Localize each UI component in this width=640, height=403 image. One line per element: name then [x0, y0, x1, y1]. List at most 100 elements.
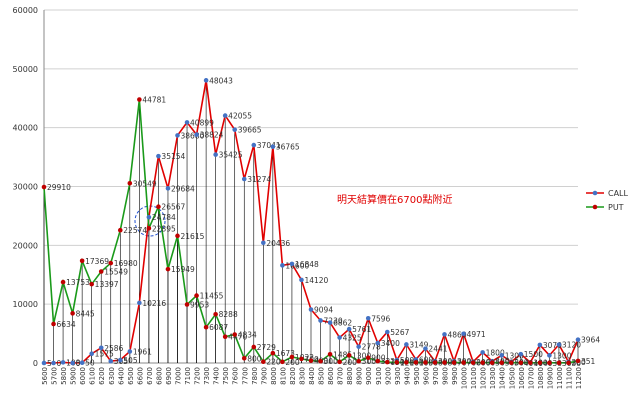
x-tick-label: 6900 [165, 367, 173, 385]
data-label: 4834 [238, 331, 257, 340]
x-tick-label: 9800 [442, 367, 450, 385]
data-label: 3149 [409, 340, 428, 349]
data-label: 24784 [152, 213, 176, 222]
x-tick-label: 10100 [470, 367, 478, 389]
data-label: 4325 [343, 334, 362, 343]
marker [299, 356, 304, 362]
marker [146, 214, 152, 220]
marker [194, 132, 199, 137]
marker [423, 360, 428, 365]
data-label: 16980 [114, 259, 138, 268]
data-label: 7230 [324, 316, 343, 325]
y-tick-label: 30000 [13, 183, 38, 192]
data-label: 22895 [152, 224, 176, 233]
x-tick-label: 7800 [251, 367, 259, 385]
marker [537, 360, 543, 366]
x-tick-label: 6500 [127, 367, 135, 385]
data-label: 6087 [209, 323, 228, 332]
data-label: 351 [581, 357, 596, 366]
data-label: 38680 [181, 131, 205, 140]
x-tick-label: 9500 [413, 367, 421, 385]
x-tick-label: 7200 [194, 367, 202, 385]
marker [79, 258, 85, 264]
x-tick-label: 10500 [508, 367, 516, 389]
data-label: 26567 [161, 203, 185, 212]
x-tick-label: 9400 [403, 367, 411, 385]
marker [232, 127, 238, 132]
marker [308, 358, 314, 363]
marker [203, 324, 209, 330]
data-label: 1300 [505, 351, 524, 360]
marker [423, 346, 428, 351]
marker [127, 180, 133, 186]
data-label: 39665 [238, 126, 262, 135]
data-label: 6634 [57, 320, 76, 329]
marker [184, 120, 190, 125]
marker [499, 360, 505, 366]
data-label: 1673 [276, 349, 295, 358]
marker [337, 335, 342, 340]
marker [70, 311, 75, 316]
marker [51, 360, 56, 366]
data-label: 10216 [142, 299, 166, 308]
data-label: 11455 [200, 292, 224, 301]
marker [575, 358, 581, 364]
x-tick-label: 7700 [241, 367, 249, 385]
marker [289, 261, 295, 267]
data-label: 40899 [190, 118, 214, 127]
data-label: 9953 [190, 300, 209, 309]
x-tick-label: 5900 [70, 367, 78, 385]
x-tick-label: 9300 [394, 367, 402, 385]
marker [528, 360, 533, 366]
data-label: 22574 [123, 226, 147, 235]
marker [222, 334, 228, 340]
marker [356, 358, 361, 364]
marker [365, 316, 371, 321]
marker [432, 360, 438, 365]
data-label: 220 [266, 358, 281, 367]
data-label: 900 [371, 354, 386, 363]
y-tick-label: 0 [33, 359, 38, 368]
data-label: 4860 [448, 330, 467, 339]
marker [442, 360, 447, 365]
data-label: 2586 [104, 344, 123, 353]
marker [413, 360, 419, 365]
marker [508, 360, 514, 366]
legend-label: CALL [608, 189, 629, 198]
marker [384, 329, 390, 335]
data-label: 13753 [66, 278, 90, 287]
x-tick-label: 6100 [89, 367, 97, 385]
data-label: 37041 [257, 141, 281, 150]
marker [270, 350, 276, 356]
data-label: 200 [285, 358, 300, 367]
marker [575, 337, 581, 342]
marker [327, 351, 333, 357]
x-tick-label: 8800 [346, 367, 354, 385]
marker [451, 360, 457, 365]
marker [165, 266, 171, 272]
x-tick-label: 7900 [260, 367, 268, 385]
x-tick-label: 6800 [155, 367, 163, 385]
x-tick-label: 7600 [232, 367, 240, 385]
data-label: 6862 [333, 319, 352, 328]
legend-marker [592, 204, 598, 210]
marker [547, 353, 552, 358]
x-tick-label: 11100 [565, 367, 573, 389]
x-tick-label: 7300 [203, 367, 211, 385]
data-label: 1300 [352, 351, 371, 360]
data-label: 3120 [562, 341, 581, 350]
marker [137, 300, 142, 306]
marker [327, 320, 333, 325]
marker [318, 318, 323, 323]
x-tick-label: 5700 [51, 367, 59, 385]
marker [318, 358, 323, 364]
data-label: 1485 [333, 350, 352, 359]
x-tick-label: 6400 [117, 367, 125, 385]
x-tick-label: 6300 [108, 367, 116, 385]
marker [175, 233, 180, 239]
marker [375, 340, 381, 346]
x-tick-label: 10200 [480, 367, 488, 389]
x-tick-label: 11200 [575, 367, 583, 389]
marker [404, 360, 409, 365]
x-tick-label: 11000 [556, 367, 564, 389]
